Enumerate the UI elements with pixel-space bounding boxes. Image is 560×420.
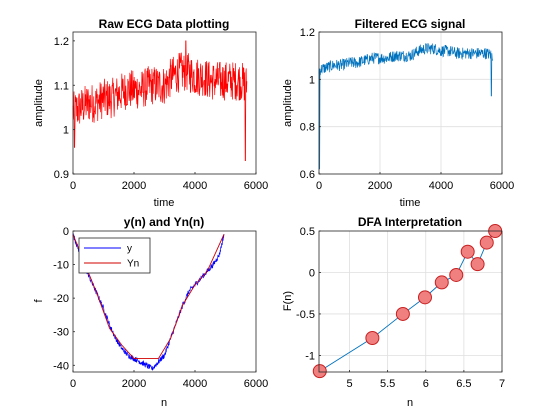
dfa-ytick-label: 0 <box>309 267 315 279</box>
raw-ecg-ylabel: amplitude <box>33 79 45 127</box>
raw-ecg-xtick-label: 6000 <box>244 180 268 192</box>
dfa-data-point <box>460 244 475 259</box>
dfa-data-point <box>417 290 432 305</box>
filtered-ecg-xlabel: time <box>400 197 421 209</box>
dfa-panel: DFA Interpretation n F(n) 5 5.5 6 6.5 7 0.5 0 -… <box>282 215 505 409</box>
filtered-ecg-series-line-path <box>318 43 494 170</box>
dfa-xtick-label: 5 <box>346 378 352 390</box>
yn-axes-box <box>72 230 257 373</box>
yn-xtick-label: 4000 <box>183 378 207 390</box>
yn-ytick-label: -10 <box>53 260 69 272</box>
yn-legend-box <box>78 237 151 274</box>
dfa-ytick-label: -1 <box>305 350 315 362</box>
dfa-ylabel: F(n) <box>282 291 294 311</box>
raw-ecg-xtick-label: 0 <box>70 180 76 192</box>
dfa-data-point <box>434 275 449 290</box>
dfa-ytick-label: -0.5 <box>296 309 315 321</box>
yn-ytick-label: -20 <box>53 293 69 305</box>
filtered-ecg-xtick-label: 0 <box>316 180 322 192</box>
yn-xtick-label: 6000 <box>244 378 268 390</box>
filtered-ecg-xtick-label: 2000 <box>368 180 392 192</box>
yn-series-yn-path <box>72 234 225 360</box>
dfa-title: DFA Interpretation <box>358 215 462 229</box>
yn-ytick-label: -30 <box>53 327 69 339</box>
filtered-ecg-ytick-label: 0.6 <box>300 169 315 181</box>
dfa-ytick-label: 0.5 <box>300 226 315 238</box>
raw-ecg-ytick-label: 1.1 <box>54 80 69 92</box>
dfa-xtick-label: 5.5 <box>380 378 395 390</box>
dfa-xtick-label: 7 <box>499 378 505 390</box>
raw-ecg-ytick-label: 1.2 <box>54 36 69 48</box>
dfa-xtick-label: 6 <box>423 378 429 390</box>
dfa-data-point <box>449 267 464 282</box>
yn-panel: y(n) and Yn(n) n f 0 2000 4000 6000 0 -10 -20 -… <box>33 215 268 409</box>
yn-legend: y Yn <box>78 237 151 274</box>
yn-ylabel: f <box>33 299 45 303</box>
filtered-ecg-xtick-label: 6000 <box>490 180 514 192</box>
yn-xtick-label: 2000 <box>122 378 146 390</box>
dfa-series-line-path <box>319 230 496 372</box>
filtered-ecg-ytick-label: 1.2 <box>300 27 315 39</box>
raw-ecg-ytick-label: 0.9 <box>54 169 69 181</box>
yn-xlabel: n <box>161 397 167 409</box>
dfa-axes-box <box>318 230 503 373</box>
raw-ecg-xlabel: time <box>154 197 175 209</box>
dfa-data-point <box>470 257 485 272</box>
yn-xtick-label: 0 <box>70 378 76 390</box>
filtered-ecg-axes-box <box>318 31 503 175</box>
filtered-ecg-ylabel: amplitude <box>282 79 294 127</box>
yn-ytick-label: 0 <box>63 226 69 238</box>
dfa-data-point <box>312 364 327 379</box>
filtered-ecg-xtick-label: 4000 <box>429 180 453 192</box>
dfa-xtick-label: 6.5 <box>456 378 471 390</box>
filtered-ecg-ytick-label: 0.8 <box>300 122 315 134</box>
yn-title: y(n) and Yn(n) <box>124 215 204 229</box>
raw-ecg-xtick-label: 4000 <box>183 180 207 192</box>
filtered-ecg-panel: Filtered ECG signal time amplitude 0 2000… <box>282 17 514 209</box>
raw-ecg-ytick-label: 1 <box>63 125 69 137</box>
dfa-data-point <box>365 330 380 345</box>
raw-ecg-axes-box <box>72 31 257 175</box>
dfa-xlabel: n <box>407 397 413 409</box>
filtered-ecg-ytick-label: 1 <box>309 74 315 86</box>
yn-legend-label-yn: Yn <box>127 259 139 270</box>
yn-legend-label-y: y <box>127 244 132 255</box>
dfa-data-point <box>395 306 410 321</box>
raw-ecg-series-line-path <box>72 40 248 162</box>
yn-ytick-label: -40 <box>53 360 69 372</box>
raw-ecg-panel: Raw ECG Data plotting time amplitude 0 20… <box>33 17 268 209</box>
dfa-data-point <box>479 235 494 250</box>
raw-ecg-xtick-label: 2000 <box>122 180 146 192</box>
filtered-ecg-title: Filtered ECG signal <box>355 17 466 31</box>
raw-ecg-title: Raw ECG Data plotting <box>99 17 230 31</box>
